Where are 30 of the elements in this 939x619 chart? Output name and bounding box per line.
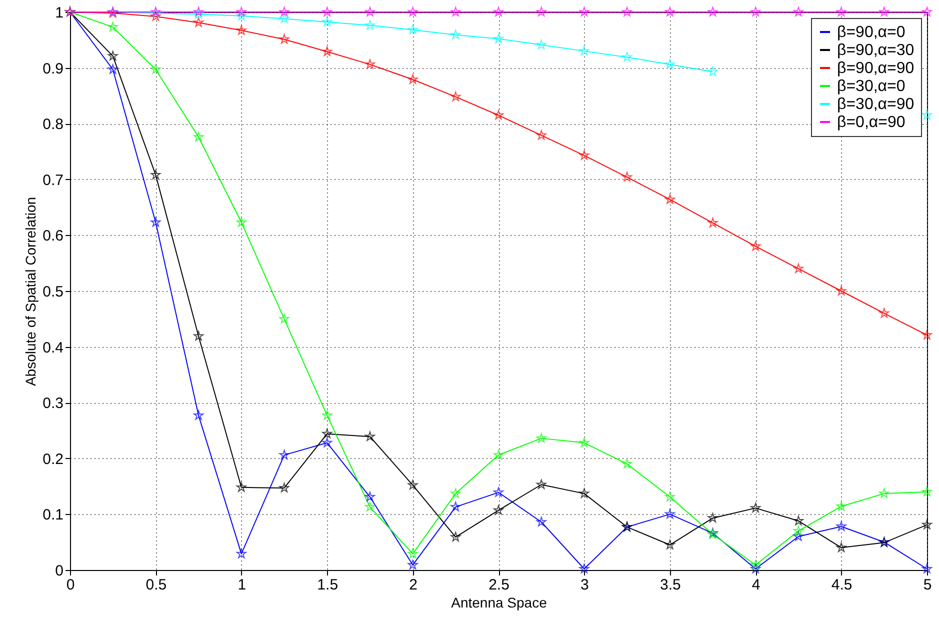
x-tick-label: 2.5: [488, 576, 510, 594]
y-tick-label: 0.1: [42, 506, 64, 524]
y-tick-label: 0.2: [42, 450, 64, 468]
y-tick-label: 1: [55, 4, 64, 22]
y-tick-label: 0.9: [42, 60, 64, 78]
y-tick-label: 0: [55, 562, 64, 580]
y-tick-label: 0.3: [42, 395, 64, 412]
y-axis-title: Absolute of Spatial Correlation: [22, 196, 39, 386]
x-tick-label: 4.5: [831, 576, 852, 594]
y-tick-label: 0.5: [42, 284, 64, 300]
x-axis-title: Antenna Space: [451, 594, 548, 610]
legend-label: β=90,α=90: [837, 60, 914, 77]
x-tick-label: 1.5: [317, 576, 338, 594]
x-tick-label: 0: [66, 576, 75, 594]
x-tick-label: 5: [923, 576, 932, 594]
y-tick-label: 0.6: [42, 228, 64, 245]
x-tick-label: 3: [580, 576, 589, 594]
y-tick-label: 0.4: [42, 339, 64, 356]
legend-label: β=90,α=30: [837, 42, 914, 59]
y-tick-label: 0.8: [42, 116, 64, 134]
y-tick-label: 0.7: [42, 172, 64, 189]
legend-label: β=90,α=0: [837, 24, 906, 41]
legend-label: β=30,α=0: [837, 78, 906, 95]
x-tick-label: 2: [409, 576, 418, 594]
x-tick-label: 1: [238, 576, 246, 594]
x-tick-label: 0.5: [146, 576, 167, 594]
x-tick-label: 3.5: [660, 576, 681, 594]
legend-label: β=0,α=90: [837, 114, 906, 131]
legend-label: β=30,α=90: [837, 96, 914, 113]
x-tick-label: 4: [752, 576, 760, 594]
